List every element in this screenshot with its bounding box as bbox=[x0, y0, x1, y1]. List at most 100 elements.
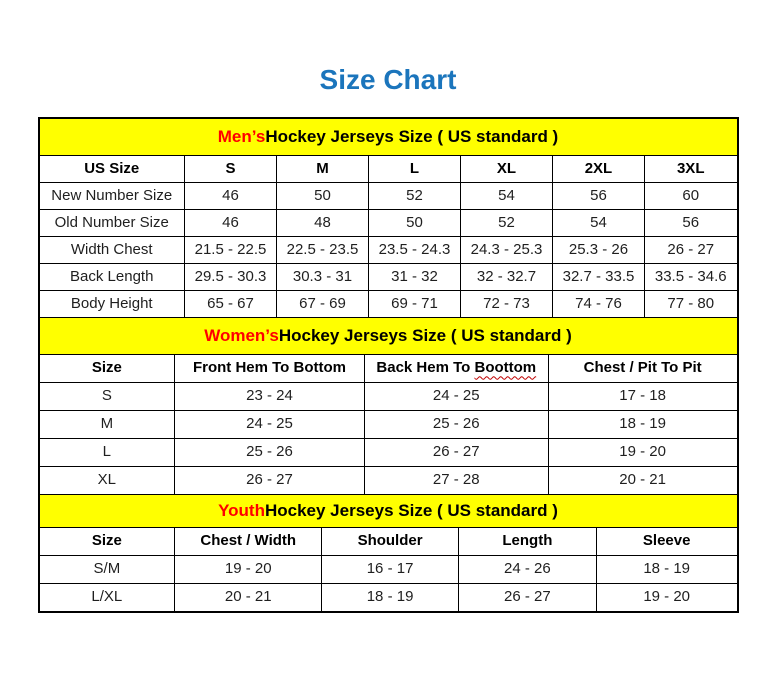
data-cell: 25 - 26 bbox=[174, 438, 365, 467]
data-cell: 24.3 - 25.3 bbox=[459, 236, 553, 264]
column-header: Sleeve bbox=[595, 528, 737, 556]
column-header: S bbox=[183, 156, 277, 183]
row-label: Old Number Size bbox=[39, 209, 185, 237]
data-cell: 69 - 71 bbox=[367, 290, 461, 317]
data-cell: 54 bbox=[459, 182, 553, 210]
womens-size-table: Size Front Hem To Bottom Back Hem To Boo… bbox=[39, 355, 737, 494]
data-cell: 26 - 27 bbox=[457, 583, 597, 611]
table-row: New Number Size 46 50 52 54 56 60 bbox=[39, 182, 737, 210]
table-row: S/M 19 - 20 16 - 17 24 - 26 18 - 19 bbox=[39, 555, 737, 584]
data-cell: 18 - 19 bbox=[321, 583, 459, 611]
data-cell: 24 - 25 bbox=[363, 382, 549, 411]
mens-section-banner: Men’s Hockey Jerseys Size ( US standard … bbox=[39, 119, 737, 156]
row-label: L bbox=[39, 438, 176, 467]
column-header: Size bbox=[39, 355, 176, 383]
data-cell: 48 bbox=[275, 209, 369, 237]
misspelled-word-underline: Boottom bbox=[474, 359, 537, 377]
data-cell: 19 - 20 bbox=[595, 583, 737, 611]
mens-header-row: US Size S M L XL 2XL 3XL bbox=[39, 156, 737, 183]
table-row: L/XL 20 - 21 18 - 19 26 - 27 19 - 20 bbox=[39, 583, 737, 611]
data-cell: 26 - 27 bbox=[174, 466, 365, 494]
table-row: Width Chest 21.5 - 22.5 22.5 - 23.5 23.5… bbox=[39, 236, 737, 264]
womens-banner-highlight: Women’s bbox=[204, 326, 279, 345]
column-header: 2XL bbox=[551, 156, 645, 183]
data-cell: 24 - 26 bbox=[457, 555, 597, 584]
youth-banner-text: Hockey Jerseys Size ( US standard ) bbox=[264, 501, 558, 520]
row-label: Body Height bbox=[39, 290, 185, 317]
data-cell: 77 - 80 bbox=[643, 290, 737, 317]
youth-section-banner: Youth Hockey Jerseys Size ( US standard … bbox=[39, 494, 737, 528]
data-cell: 56 bbox=[643, 209, 737, 237]
data-cell: 18 - 19 bbox=[595, 555, 737, 584]
data-cell: 27 - 28 bbox=[363, 466, 549, 494]
womens-header-row: Size Front Hem To Bottom Back Hem To Boo… bbox=[39, 355, 737, 383]
column-header: Length bbox=[457, 528, 597, 556]
womens-section-banner: Women’s Hockey Jerseys Size ( US standar… bbox=[39, 317, 737, 355]
data-cell: 60 bbox=[643, 182, 737, 210]
data-cell: 50 bbox=[275, 182, 369, 210]
column-header: M bbox=[275, 156, 369, 183]
column-header: L bbox=[367, 156, 461, 183]
mens-banner-highlight: Men’s bbox=[217, 127, 266, 146]
row-label: S/M bbox=[39, 555, 176, 584]
column-header: Size bbox=[39, 528, 176, 556]
data-cell: 26 - 27 bbox=[643, 236, 737, 264]
data-cell: 16 - 17 bbox=[321, 555, 459, 584]
column-header: Chest / Pit To Pit bbox=[547, 355, 737, 383]
data-cell: 32 - 32.7 bbox=[459, 263, 553, 291]
data-cell: 23.5 - 24.3 bbox=[367, 236, 461, 264]
data-cell: 25.3 - 26 bbox=[551, 236, 645, 264]
table-row: S 23 - 24 24 - 25 17 - 18 bbox=[39, 382, 737, 411]
data-cell: 33.5 - 34.6 bbox=[643, 263, 737, 291]
data-cell: 52 bbox=[459, 209, 553, 237]
data-cell: 52 bbox=[367, 182, 461, 210]
data-cell: 46 bbox=[183, 209, 277, 237]
column-header: Front Hem To Bottom bbox=[174, 355, 365, 383]
data-cell: 46 bbox=[183, 182, 277, 210]
data-cell: 20 - 21 bbox=[174, 583, 323, 611]
size-chart-table: Men’s Hockey Jerseys Size ( US standard … bbox=[37, 117, 739, 613]
data-cell: 29.5 - 30.3 bbox=[183, 263, 277, 291]
data-cell: 22.5 - 23.5 bbox=[275, 236, 369, 264]
youth-banner-highlight: Youth bbox=[218, 501, 265, 520]
page-title: Size Chart bbox=[319, 64, 457, 95]
column-header: XL bbox=[459, 156, 553, 183]
table-row: Body Height 65 - 67 67 - 69 69 - 71 72 -… bbox=[39, 290, 737, 317]
data-cell: 19 - 20 bbox=[174, 555, 323, 584]
row-label: XL bbox=[39, 466, 176, 494]
data-cell: 20 - 21 bbox=[547, 466, 737, 494]
table-row: Back Length 29.5 - 30.3 30.3 - 31 31 - 3… bbox=[39, 263, 737, 291]
data-cell: 74 - 76 bbox=[551, 290, 645, 317]
data-cell: 32.7 - 33.5 bbox=[551, 263, 645, 291]
column-header: Chest / Width bbox=[174, 528, 323, 556]
column-header: Shoulder bbox=[321, 528, 459, 556]
data-cell: 19 - 20 bbox=[547, 438, 737, 467]
data-cell: 54 bbox=[551, 209, 645, 237]
mens-banner-text: Hockey Jerseys Size ( US standard ) bbox=[265, 127, 559, 146]
column-header-text: Back Hem To bbox=[376, 359, 471, 377]
column-header: Back Hem To Boottom bbox=[363, 355, 549, 383]
data-cell: 21.5 - 22.5 bbox=[183, 236, 277, 264]
row-label: Width Chest bbox=[39, 236, 185, 264]
row-label: L/XL bbox=[39, 583, 176, 611]
column-header: 3XL bbox=[643, 156, 737, 183]
data-cell: 26 - 27 bbox=[363, 438, 549, 467]
table-row: M 24 - 25 25 - 26 18 - 19 bbox=[39, 410, 737, 439]
data-cell: 25 - 26 bbox=[363, 410, 549, 439]
row-label: Back Length bbox=[39, 263, 185, 291]
data-cell: 72 - 73 bbox=[459, 290, 553, 317]
row-label: M bbox=[39, 410, 176, 439]
data-cell: 67 - 69 bbox=[275, 290, 369, 317]
data-cell: 18 - 19 bbox=[547, 410, 737, 439]
data-cell: 50 bbox=[367, 209, 461, 237]
data-cell: 24 - 25 bbox=[174, 410, 365, 439]
data-cell: 17 - 18 bbox=[547, 382, 737, 411]
column-header: US Size bbox=[39, 156, 185, 183]
table-row: Old Number Size 46 48 50 52 54 56 bbox=[39, 209, 737, 237]
youth-size-table: Size Chest / Width Shoulder Length Sleev… bbox=[39, 528, 737, 611]
table-row: XL 26 - 27 27 - 28 20 - 21 bbox=[39, 466, 737, 494]
youth-header-row: Size Chest / Width Shoulder Length Sleev… bbox=[39, 528, 737, 556]
data-cell: 30.3 - 31 bbox=[275, 263, 369, 291]
mens-size-table: US Size S M L XL 2XL 3XL New Number Size… bbox=[39, 156, 737, 317]
